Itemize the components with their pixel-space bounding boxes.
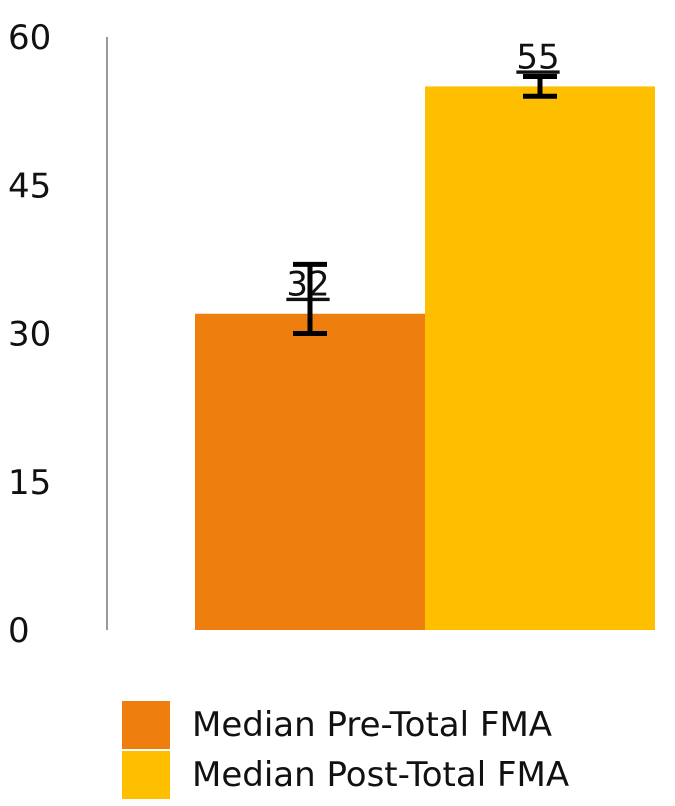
y-tick-label: 0 xyxy=(8,611,30,651)
bar xyxy=(425,86,655,630)
legend-label-pre: Median Pre-Total FMA xyxy=(192,705,553,745)
bar xyxy=(195,313,425,630)
legend-swatch-pre xyxy=(122,701,170,749)
legend-label-post: Median Post-Total FMA xyxy=(192,755,570,795)
y-tick-label: 30 xyxy=(8,315,51,355)
bars: 3255 xyxy=(195,37,655,630)
y-axis-ticks: 0 15 30 45 60 xyxy=(8,18,51,651)
legend-item-post: Median Post-Total FMA xyxy=(122,750,569,800)
error-bar xyxy=(293,261,327,336)
y-tick-label: 60 xyxy=(8,18,51,58)
legend: Median Pre-Total FMA Median Post-Total F… xyxy=(122,700,569,800)
legend-swatch-post xyxy=(122,751,170,799)
bar-value-label: 55 xyxy=(516,37,559,77)
legend-item-pre: Median Pre-Total FMA xyxy=(122,700,569,750)
y-tick-label: 15 xyxy=(8,463,51,503)
y-tick-label: 45 xyxy=(8,166,51,206)
error-bar xyxy=(523,74,557,99)
chart: 0 15 30 45 60 3255 xyxy=(8,18,655,651)
